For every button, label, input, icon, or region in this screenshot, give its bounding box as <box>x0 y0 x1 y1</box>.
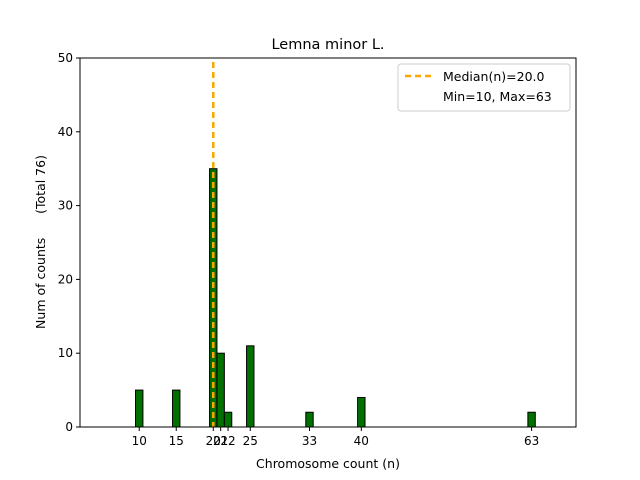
bar-n-33 <box>305 411 314 428</box>
bar-n-25 <box>246 345 255 428</box>
chart-title: Lemna minor L. <box>271 37 384 53</box>
x-tick-label: 33 <box>302 434 317 448</box>
plot-frame <box>79 57 577 428</box>
legend-median-label: Median(n)=20.0 <box>443 69 544 84</box>
y-tick-label: 0 <box>65 420 73 434</box>
legend-box <box>397 63 571 112</box>
y-tick-label: 30 <box>58 199 73 213</box>
x-tick-label: 22 <box>220 434 235 448</box>
y-tick-label: 20 <box>58 272 73 286</box>
bar-n-40 <box>357 396 366 428</box>
legend: Median(n)=20.0 Min=10, Max=63 <box>397 63 571 112</box>
x-tick-label: 40 <box>354 434 369 448</box>
legend-minmax-label: Min=10, Max=63 <box>443 89 552 104</box>
bar-n-10 <box>135 389 144 428</box>
x-tick-label: 10 <box>132 434 147 448</box>
x-tick-label: 20 <box>206 434 221 448</box>
bar-n-21 <box>216 352 225 428</box>
bar-n-15 <box>172 389 181 428</box>
y-tick-label: 10 <box>58 346 73 360</box>
x-tick-label: 15 <box>169 434 184 448</box>
x-axis-label: Chromosome count (n) <box>256 456 400 471</box>
y-axis-ticks: 0 10 20 30 40 50 <box>58 51 80 434</box>
bar-n-63 <box>527 411 536 428</box>
bar-n-22 <box>223 411 233 428</box>
x-tick-label: 21 <box>213 434 228 448</box>
y-axis-label: Num of counts (Total 76) <box>33 155 48 329</box>
y-tick-label: 40 <box>58 125 73 139</box>
x-tick-label: 25 <box>243 434 258 448</box>
y-tick-label: 50 <box>58 51 73 65</box>
x-tick-label: 63 <box>524 434 539 448</box>
